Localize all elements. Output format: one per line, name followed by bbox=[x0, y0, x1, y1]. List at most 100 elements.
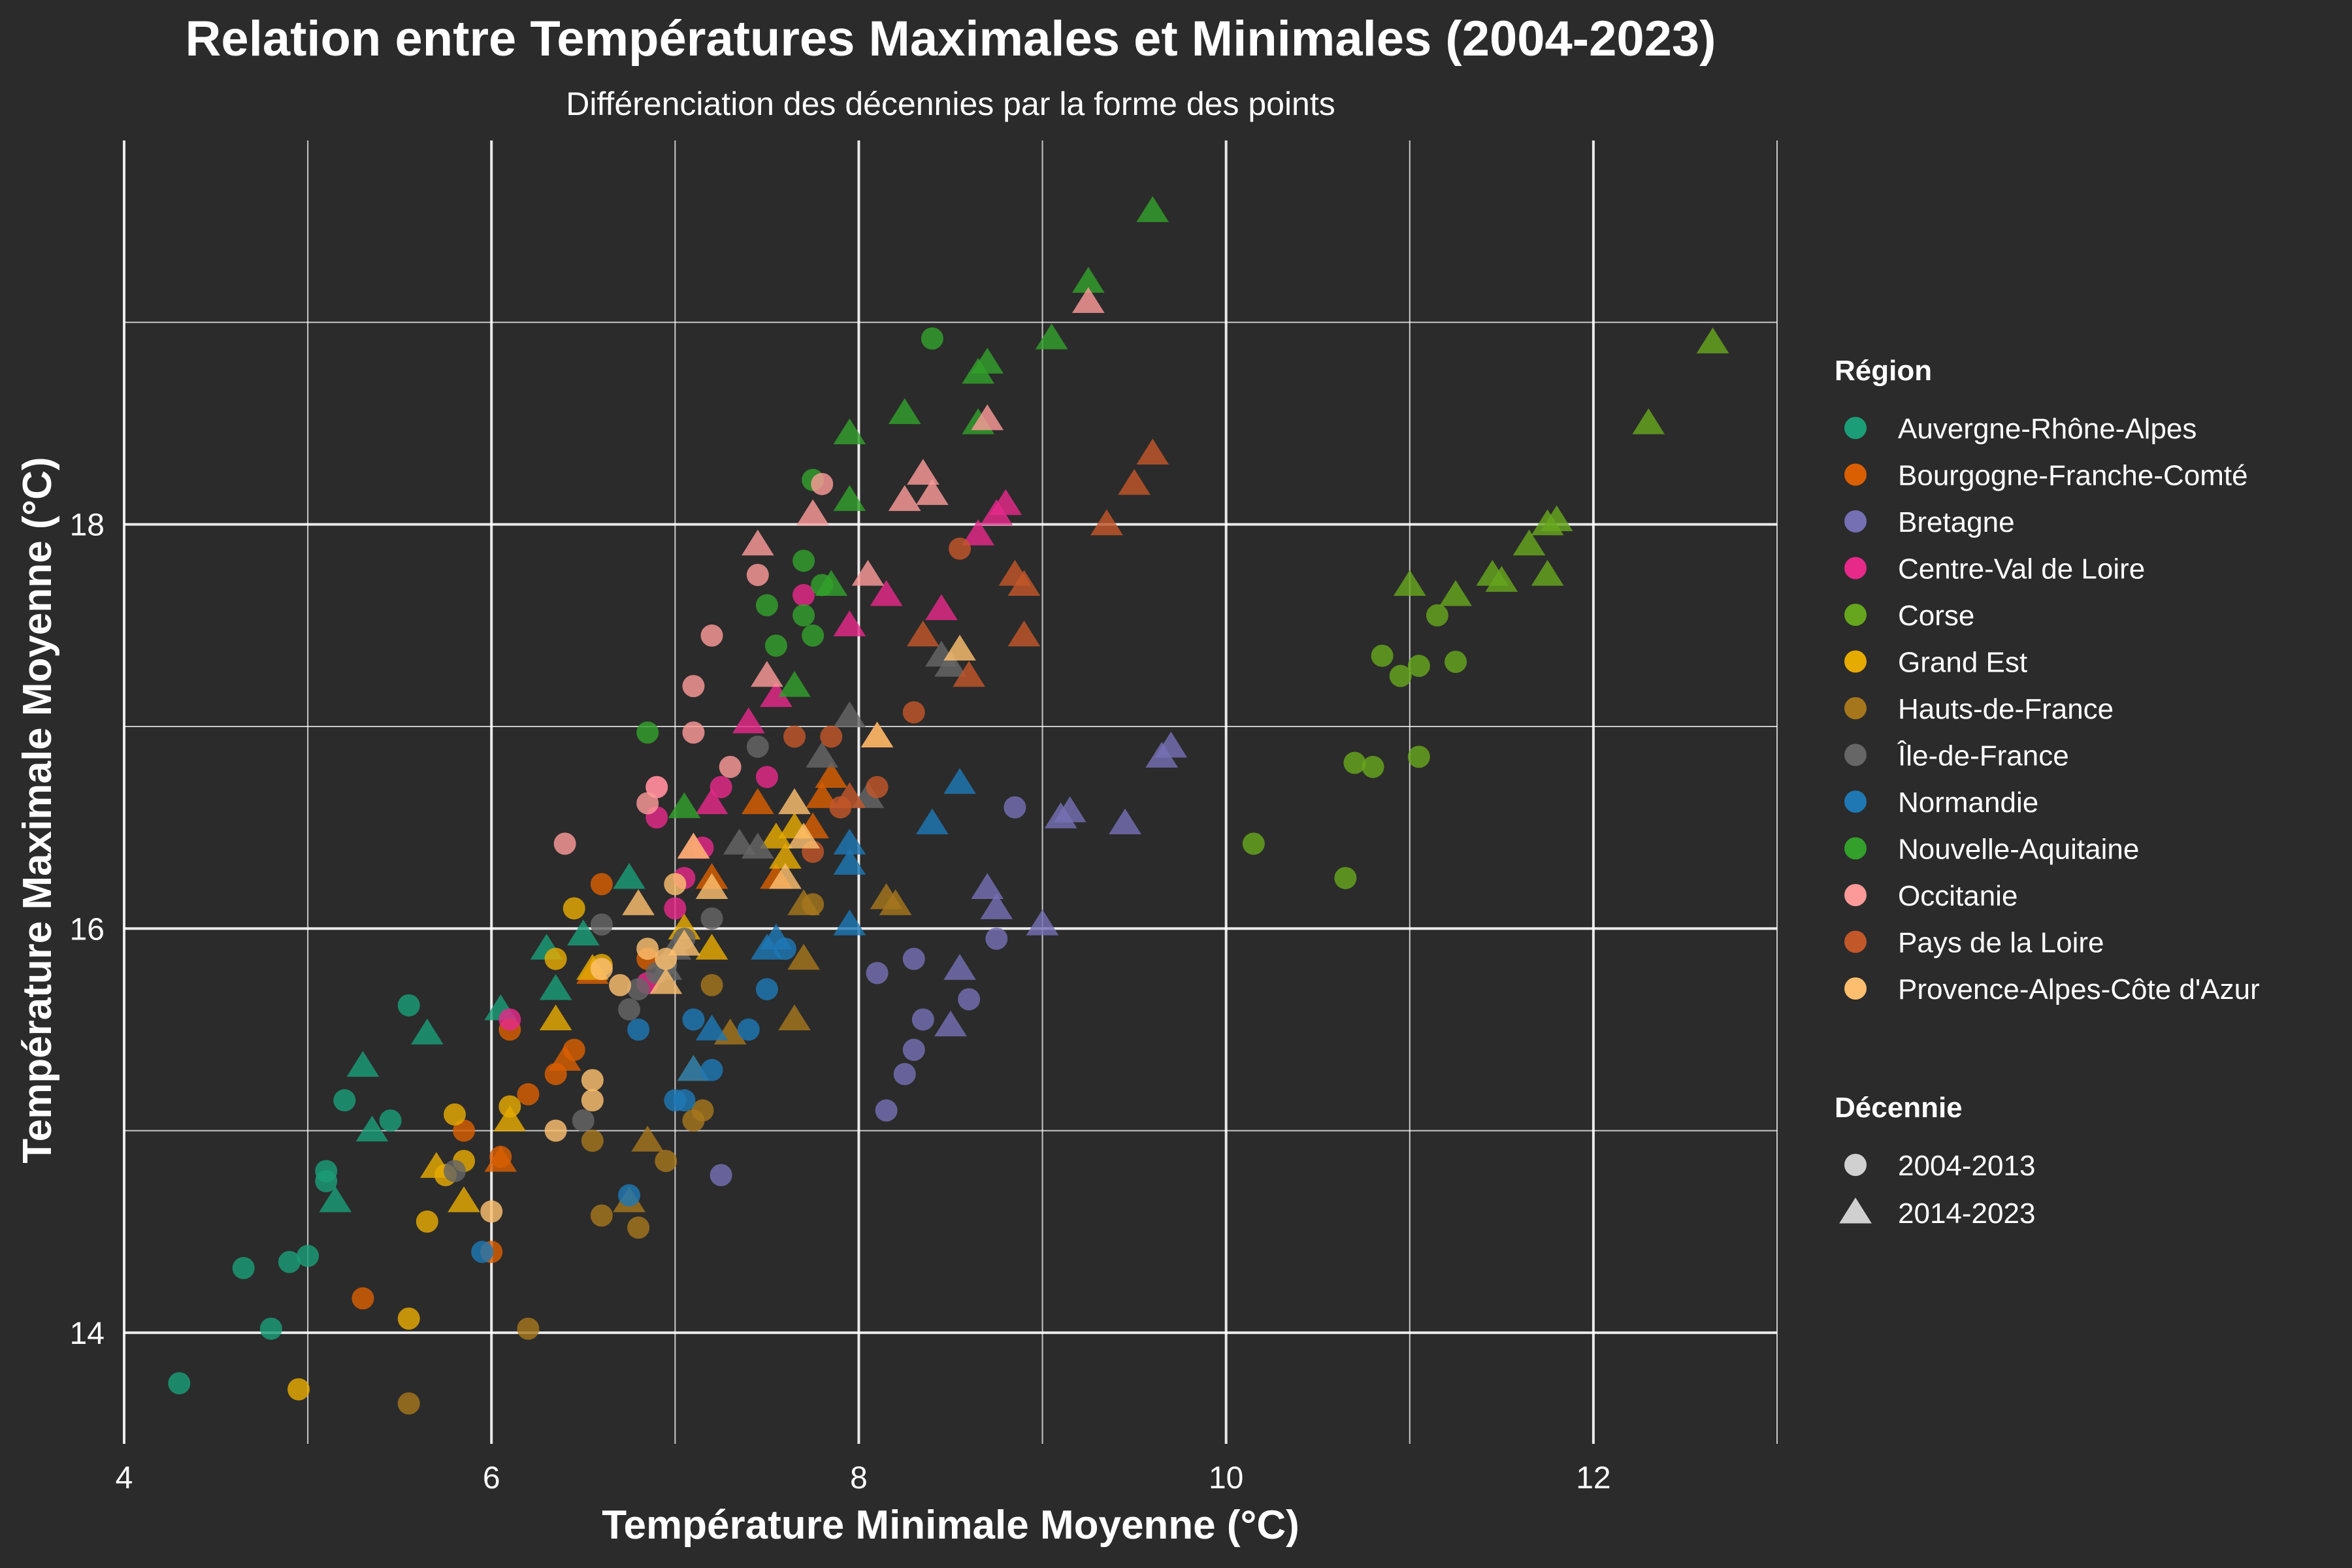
data-point bbox=[732, 707, 765, 734]
legend: Région Auvergne-Rhône-Alpes Bourgogne-Fra… bbox=[1835, 355, 2260, 1230]
x-tick-label: 8 bbox=[850, 1461, 868, 1495]
data-point bbox=[1445, 651, 1467, 673]
data-point bbox=[649, 968, 683, 994]
data-point bbox=[700, 624, 723, 647]
legend-label: 2014-2023 bbox=[1898, 1198, 2035, 1230]
data-point bbox=[902, 947, 925, 970]
data-point bbox=[333, 1089, 356, 1112]
data-point bbox=[700, 907, 723, 930]
axis-ticks: 4 6 8 10 12 14 16 18 bbox=[70, 508, 1611, 1495]
data-point bbox=[879, 889, 912, 915]
data-point bbox=[980, 893, 1013, 919]
data-point bbox=[1136, 438, 1169, 465]
legend-label: 2004-2013 bbox=[1898, 1150, 2035, 1182]
data-point bbox=[498, 1008, 521, 1031]
data-point bbox=[953, 661, 985, 687]
data-point bbox=[351, 1287, 374, 1310]
data-point bbox=[232, 1256, 255, 1279]
data-point bbox=[985, 927, 1008, 950]
data-point bbox=[1154, 731, 1188, 758]
data-point bbox=[755, 766, 778, 789]
data-point bbox=[875, 1099, 898, 1122]
data-point bbox=[787, 823, 820, 849]
data-point bbox=[346, 1051, 380, 1077]
legend-swatch bbox=[1844, 697, 1867, 719]
legend-label: Corse bbox=[1898, 600, 1974, 632]
data-point bbox=[627, 1217, 650, 1239]
data-point bbox=[1407, 655, 1430, 678]
data-point bbox=[925, 594, 958, 621]
data-point bbox=[1053, 796, 1086, 823]
data-point bbox=[741, 832, 774, 859]
grid bbox=[123, 140, 1778, 1444]
data-point bbox=[906, 620, 939, 647]
data-point bbox=[1389, 664, 1412, 687]
legend-swatch bbox=[1844, 557, 1867, 580]
data-point bbox=[741, 529, 774, 556]
data-point bbox=[700, 973, 723, 996]
data-point bbox=[1071, 267, 1105, 293]
data-point bbox=[636, 792, 659, 815]
data-point bbox=[792, 549, 815, 572]
data-point bbox=[778, 671, 811, 697]
legend-regions: Auvergne-Rhône-Alpes Bourgogne-Franche-Co… bbox=[1844, 413, 2260, 1005]
data-point bbox=[539, 974, 572, 1000]
data-point bbox=[958, 988, 981, 1011]
legend-swatch bbox=[1844, 791, 1867, 813]
data-point bbox=[815, 762, 848, 788]
legend-label: Nouvelle-Aquitaine bbox=[1898, 834, 2139, 866]
data-point bbox=[287, 1378, 310, 1401]
data-point bbox=[778, 1004, 811, 1031]
data-point bbox=[1071, 287, 1105, 314]
data-point bbox=[493, 1105, 527, 1132]
legend-label: Pays de la Loire bbox=[1898, 927, 2104, 959]
data-point bbox=[691, 1099, 714, 1122]
data-point bbox=[682, 1008, 705, 1031]
data-point bbox=[1004, 796, 1026, 819]
legend-shape-circle bbox=[1844, 1154, 1867, 1176]
data-point bbox=[1242, 832, 1265, 855]
data-point bbox=[833, 610, 866, 636]
data-point bbox=[548, 1045, 581, 1071]
data-point bbox=[723, 828, 756, 855]
data-point bbox=[943, 634, 976, 661]
legend-region-title: Région bbox=[1835, 355, 1932, 387]
data-point bbox=[544, 947, 567, 970]
data-point bbox=[934, 651, 967, 677]
x-tick-label: 12 bbox=[1576, 1461, 1610, 1495]
data-point bbox=[1696, 327, 1729, 353]
legend-label: Bourgogne-Franche-Comté bbox=[1898, 460, 2248, 492]
data-point bbox=[911, 1008, 934, 1031]
data-point bbox=[1485, 566, 1518, 592]
data-point bbox=[921, 327, 943, 350]
data-point bbox=[379, 1109, 402, 1132]
data-point bbox=[746, 564, 769, 586]
data-point bbox=[833, 485, 866, 512]
data-point bbox=[627, 978, 650, 1001]
data-point bbox=[677, 1054, 710, 1081]
data-point bbox=[517, 1317, 540, 1340]
y-tick-label: 16 bbox=[70, 912, 105, 947]
data-point bbox=[631, 1126, 664, 1152]
data-point bbox=[833, 701, 866, 728]
legend-label: Occitanie bbox=[1898, 880, 2017, 912]
data-point bbox=[563, 897, 585, 920]
data-point bbox=[444, 1103, 466, 1126]
legend-swatch bbox=[1844, 510, 1867, 532]
data-point bbox=[962, 519, 995, 546]
data-point bbox=[471, 1241, 494, 1264]
data-point bbox=[741, 788, 774, 815]
data-point bbox=[866, 776, 889, 798]
legend-label: Bretagne bbox=[1898, 506, 2015, 538]
data-point bbox=[760, 823, 792, 849]
data-point bbox=[444, 1160, 466, 1183]
legend-label: Provence-Alpes-Côte d'Azur bbox=[1898, 973, 2260, 1005]
data-point bbox=[760, 923, 792, 950]
data-point bbox=[355, 1115, 389, 1142]
data-point bbox=[297, 1245, 319, 1267]
data-point bbox=[811, 472, 834, 495]
data-point bbox=[655, 1149, 678, 1172]
data-point bbox=[590, 873, 613, 896]
data-point bbox=[453, 1119, 476, 1142]
data-point bbox=[448, 1186, 480, 1213]
